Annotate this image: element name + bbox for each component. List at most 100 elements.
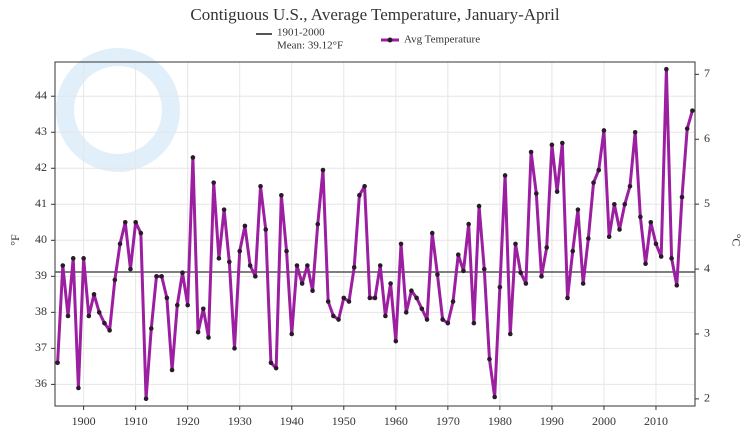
data-point bbox=[294, 263, 300, 268]
data-point bbox=[403, 310, 409, 315]
data-point bbox=[174, 302, 180, 308]
data-point bbox=[221, 207, 227, 212]
data-point bbox=[357, 192, 362, 198]
y-tick-label: 36 bbox=[35, 376, 47, 390]
x-tick-label: 2010 bbox=[644, 414, 668, 428]
data-point bbox=[211, 180, 216, 185]
y-tick-label: 38 bbox=[35, 304, 47, 318]
data-point bbox=[471, 320, 477, 326]
data-point bbox=[372, 295, 378, 301]
data-point bbox=[487, 356, 492, 362]
data-point bbox=[232, 346, 237, 351]
data-point bbox=[190, 155, 196, 160]
data-point bbox=[133, 219, 138, 225]
data-point bbox=[575, 207, 581, 212]
legend: 1901-2000 Mean: 39.12°F Avg Temperature bbox=[256, 27, 480, 52]
y-tick-label: 39 bbox=[35, 268, 47, 282]
data-point bbox=[544, 245, 550, 250]
data-point bbox=[507, 331, 513, 337]
data-point bbox=[601, 128, 607, 133]
data-point bbox=[690, 108, 695, 113]
y-tick-label: 40 bbox=[35, 232, 47, 246]
data-point bbox=[206, 335, 211, 340]
data-point bbox=[320, 167, 326, 173]
y-tick-label: 44 bbox=[35, 88, 47, 102]
x-tick-label: 1930 bbox=[228, 414, 252, 428]
data-point bbox=[325, 299, 331, 304]
data-point bbox=[398, 241, 404, 247]
data-point bbox=[549, 142, 555, 148]
y-axis-label: °F bbox=[8, 234, 22, 246]
data-point bbox=[143, 396, 149, 402]
x-tick-label: 1900 bbox=[72, 414, 96, 428]
data-point bbox=[117, 241, 123, 247]
x-tick-label: 2000 bbox=[592, 414, 616, 428]
data-point bbox=[96, 310, 102, 315]
data-point bbox=[227, 259, 232, 265]
data-point bbox=[86, 313, 92, 319]
data-point bbox=[664, 66, 669, 72]
data-point bbox=[185, 302, 190, 308]
data-point bbox=[273, 365, 279, 371]
y2-axis-label: °C bbox=[729, 234, 743, 247]
data-point bbox=[476, 203, 482, 209]
data-point bbox=[247, 263, 253, 268]
y-tick-label: 42 bbox=[35, 160, 47, 174]
data-point bbox=[102, 320, 107, 326]
data-point bbox=[596, 167, 602, 173]
data-point bbox=[341, 295, 347, 301]
data-point bbox=[419, 306, 425, 312]
data-point bbox=[554, 189, 560, 194]
data-point bbox=[679, 194, 685, 200]
data-point bbox=[565, 295, 570, 301]
data-point bbox=[258, 183, 263, 189]
data-point bbox=[331, 313, 336, 319]
data-point bbox=[148, 326, 154, 331]
data-point bbox=[466, 221, 471, 227]
data-point bbox=[81, 256, 86, 261]
data-point bbox=[591, 180, 596, 185]
data-point bbox=[586, 236, 591, 241]
data-point bbox=[414, 295, 419, 301]
y-tick-label: 41 bbox=[35, 196, 47, 210]
x-tick-label: 1920 bbox=[176, 414, 200, 428]
data-point bbox=[481, 266, 487, 272]
data-point bbox=[622, 201, 628, 207]
data-point bbox=[502, 173, 508, 178]
data-point bbox=[539, 274, 544, 279]
x-tick-label: 1980 bbox=[488, 414, 512, 428]
x-tick-label: 1940 bbox=[280, 414, 304, 428]
y2-tick-label: 4 bbox=[704, 261, 710, 275]
data-point bbox=[424, 317, 430, 322]
y-tick-label: 43 bbox=[35, 124, 47, 138]
watermark-inner bbox=[74, 66, 162, 154]
data-point bbox=[658, 254, 664, 259]
data-point bbox=[336, 317, 341, 322]
data-point bbox=[279, 192, 284, 198]
data-point bbox=[461, 268, 466, 274]
data-point bbox=[159, 274, 164, 279]
data-point bbox=[164, 295, 170, 301]
data-point bbox=[653, 241, 659, 247]
data-point bbox=[195, 329, 201, 335]
data-point bbox=[346, 299, 352, 304]
data-point bbox=[362, 183, 367, 189]
data-point bbox=[669, 256, 674, 261]
data-point bbox=[518, 270, 523, 276]
y2-tick-label: 6 bbox=[704, 131, 710, 145]
data-point bbox=[263, 227, 269, 232]
data-point bbox=[242, 223, 248, 229]
chart-title: Contiguous U.S., Average Temperature, Ja… bbox=[190, 5, 560, 24]
data-point bbox=[107, 328, 112, 333]
data-point bbox=[253, 274, 258, 279]
data-point bbox=[440, 317, 445, 322]
plot-frame bbox=[54, 61, 696, 407]
y2-tick-label: 5 bbox=[704, 196, 710, 210]
data-point bbox=[560, 140, 565, 146]
data-point bbox=[570, 248, 576, 254]
data-point bbox=[289, 331, 295, 337]
data-point bbox=[409, 288, 414, 294]
data-point bbox=[383, 313, 388, 319]
data-point bbox=[612, 201, 617, 207]
